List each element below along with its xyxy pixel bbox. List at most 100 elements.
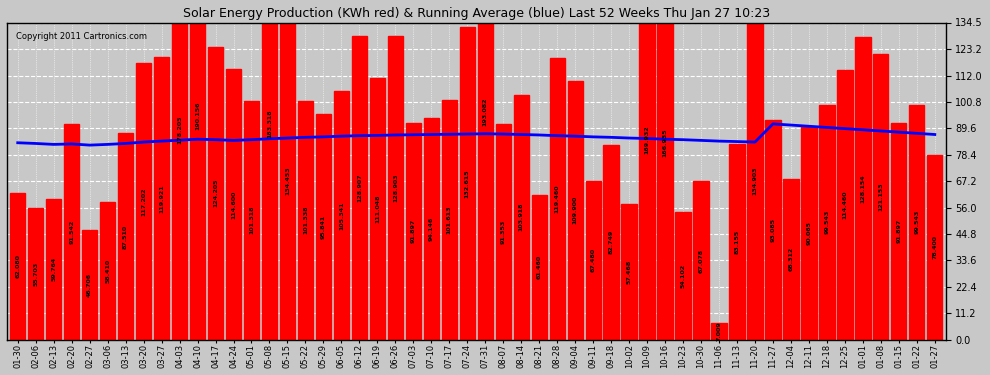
Text: 61.460: 61.460 <box>537 255 542 279</box>
Text: 169.932: 169.932 <box>644 125 649 154</box>
Bar <box>424 118 439 340</box>
Text: 190.156: 190.156 <box>195 101 200 130</box>
Bar <box>118 133 134 340</box>
Bar <box>532 195 546 340</box>
Text: 67.078: 67.078 <box>699 249 704 273</box>
Bar <box>298 101 313 340</box>
Text: 109.900: 109.900 <box>572 196 577 224</box>
Text: 166.935: 166.935 <box>662 129 667 157</box>
Bar <box>622 204 637 340</box>
Bar <box>261 0 277 340</box>
Text: 83.155: 83.155 <box>735 230 740 254</box>
Text: 99.543: 99.543 <box>825 210 830 234</box>
Bar <box>172 0 187 340</box>
Bar <box>406 123 421 340</box>
Bar <box>496 124 511 340</box>
Bar <box>477 0 493 340</box>
Text: 114.460: 114.460 <box>842 190 847 219</box>
Bar <box>712 323 727 340</box>
Text: 91.897: 91.897 <box>896 219 901 243</box>
Text: 103.918: 103.918 <box>519 203 524 231</box>
Bar <box>604 144 619 340</box>
Text: 114.600: 114.600 <box>231 190 236 219</box>
Text: 119.921: 119.921 <box>159 184 164 213</box>
Bar <box>226 69 242 340</box>
Bar <box>100 202 115 340</box>
Text: 128.903: 128.903 <box>393 173 398 202</box>
Text: 132.615: 132.615 <box>464 169 470 198</box>
Text: 95.841: 95.841 <box>321 214 326 239</box>
Text: 91.542: 91.542 <box>69 220 74 244</box>
Bar <box>334 91 349 340</box>
Bar <box>693 182 709 340</box>
Text: 101.338: 101.338 <box>303 206 308 234</box>
Text: 111.048: 111.048 <box>375 195 380 223</box>
Text: 99.543: 99.543 <box>915 210 920 234</box>
Text: 128.907: 128.907 <box>356 173 362 202</box>
Bar <box>730 144 744 340</box>
Bar <box>640 0 654 340</box>
Bar <box>244 101 259 340</box>
Text: 134.453: 134.453 <box>285 167 290 195</box>
Text: 87.510: 87.510 <box>123 224 128 249</box>
Text: 178.205: 178.205 <box>177 115 182 144</box>
Bar <box>459 27 475 340</box>
Text: 82.749: 82.749 <box>609 230 614 254</box>
Bar <box>873 54 888 340</box>
Text: 193.082: 193.082 <box>483 98 488 126</box>
Bar <box>783 178 799 340</box>
Bar <box>28 208 44 340</box>
Bar <box>820 105 835 340</box>
Bar <box>838 70 852 340</box>
Text: 91.353: 91.353 <box>501 220 506 244</box>
Bar <box>153 57 169 340</box>
Bar <box>909 105 925 340</box>
Bar <box>316 114 331 340</box>
Text: 62.080: 62.080 <box>15 255 20 279</box>
Bar <box>280 22 295 340</box>
Bar <box>351 36 367 340</box>
Text: 183.318: 183.318 <box>267 109 272 138</box>
Text: 128.154: 128.154 <box>860 174 865 203</box>
Text: 117.202: 117.202 <box>142 187 147 216</box>
Text: 7.009: 7.009 <box>717 322 722 341</box>
Bar <box>567 81 583 340</box>
Bar <box>765 120 780 340</box>
Text: Copyright 2011 Cartronics.com: Copyright 2011 Cartronics.com <box>16 32 148 41</box>
Text: 101.613: 101.613 <box>446 206 451 234</box>
Text: 105.341: 105.341 <box>339 201 344 230</box>
Text: 54.102: 54.102 <box>680 264 685 288</box>
Bar <box>190 0 205 340</box>
Title: Solar Energy Production (KWh red) & Running Average (blue) Last 52 Weeks Thu Jan: Solar Energy Production (KWh red) & Runn… <box>183 7 770 20</box>
Text: 55.703: 55.703 <box>34 262 39 286</box>
Text: 124.205: 124.205 <box>213 179 218 207</box>
Bar <box>675 212 691 340</box>
Text: 57.468: 57.468 <box>627 260 632 284</box>
Bar <box>549 58 565 340</box>
Bar <box>657 0 673 340</box>
Bar <box>585 180 601 340</box>
Bar <box>801 127 817 340</box>
Text: 67.480: 67.480 <box>591 248 596 272</box>
Text: 93.085: 93.085 <box>770 218 775 242</box>
Text: 119.460: 119.460 <box>554 184 559 213</box>
Bar <box>47 199 61 340</box>
Bar <box>64 124 79 340</box>
Bar <box>369 78 385 340</box>
Text: 91.897: 91.897 <box>411 219 416 243</box>
Text: 68.312: 68.312 <box>788 247 793 271</box>
Bar <box>10 193 26 340</box>
Text: 94.146: 94.146 <box>429 216 434 241</box>
Bar <box>136 63 151 340</box>
Bar <box>747 21 762 340</box>
Text: 134.903: 134.903 <box>752 166 757 195</box>
Text: 121.153: 121.153 <box>878 183 883 211</box>
Bar <box>514 94 529 340</box>
Text: 90.065: 90.065 <box>807 222 812 246</box>
Bar <box>891 123 907 340</box>
Bar <box>442 100 457 340</box>
Bar <box>388 36 403 340</box>
Bar <box>928 155 942 340</box>
Text: 78.400: 78.400 <box>933 235 938 259</box>
Text: 59.764: 59.764 <box>51 257 56 281</box>
